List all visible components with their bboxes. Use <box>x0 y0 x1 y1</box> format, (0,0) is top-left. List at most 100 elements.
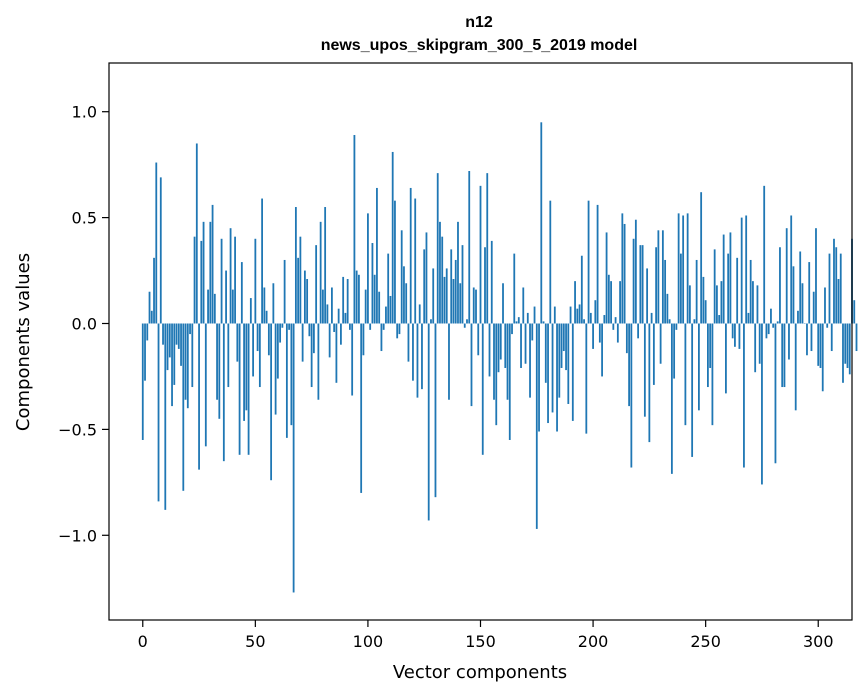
bar-272 <box>754 323 757 373</box>
bar-302 <box>821 323 824 392</box>
bar-73 <box>306 279 309 324</box>
bar-50 <box>254 238 257 324</box>
bar-171 <box>526 312 529 324</box>
bar-266 <box>740 217 743 324</box>
bar-102 <box>371 243 374 324</box>
bar-104 <box>376 187 378 324</box>
bar-125 <box>423 249 426 324</box>
bar-41 <box>234 236 236 324</box>
bar-25 <box>198 323 200 470</box>
bar-6 <box>155 162 158 324</box>
bar-65 <box>288 323 291 330</box>
bar-31 <box>211 204 214 324</box>
bar-190 <box>569 306 572 324</box>
bar-197 <box>585 323 588 434</box>
bar-220 <box>637 323 640 339</box>
bar-14 <box>173 323 176 385</box>
bar-230 <box>659 323 662 364</box>
bar-227 <box>652 323 655 385</box>
bar-314 <box>848 323 851 375</box>
bar-100 <box>367 213 369 324</box>
bar-139 <box>454 259 457 324</box>
bar-304 <box>826 323 829 328</box>
bar-163 <box>508 323 511 440</box>
bar-228 <box>655 247 658 324</box>
bar-128 <box>430 319 432 324</box>
bar-77 <box>315 245 318 324</box>
bar-215 <box>625 323 628 354</box>
bar-165 <box>513 253 516 324</box>
bar-182 <box>551 323 554 413</box>
bar-150 <box>479 185 482 324</box>
bar-205 <box>603 315 606 324</box>
bar-107 <box>382 323 385 330</box>
bar-151 <box>481 323 484 455</box>
bar-255 <box>716 285 718 324</box>
bar-284 <box>781 323 784 388</box>
bar-238 <box>677 213 680 324</box>
bar-297 <box>810 323 813 352</box>
bar-279 <box>770 308 772 324</box>
bar-115 <box>400 230 403 324</box>
bar-89 <box>342 276 345 324</box>
bar-148 <box>475 289 477 324</box>
bar-168 <box>520 323 522 368</box>
bar-58 <box>272 283 275 324</box>
x-tick-label: 50 <box>245 632 265 651</box>
bar-222 <box>641 245 644 324</box>
bar-64 <box>285 323 288 438</box>
x-axis-label: Vector components <box>393 662 567 683</box>
bar-308 <box>835 247 838 324</box>
bar-54 <box>263 287 266 324</box>
bar-246 <box>695 259 698 324</box>
bar-167 <box>517 317 520 324</box>
bar-244 <box>691 323 694 457</box>
bar-217 <box>630 323 633 468</box>
bar-233 <box>666 293 669 324</box>
bar-175 <box>535 323 538 529</box>
bar-60 <box>276 323 279 379</box>
bar-299 <box>815 228 817 324</box>
chart-title: n12 <box>465 14 493 31</box>
bar-101 <box>369 323 372 330</box>
bar-145 <box>468 171 471 324</box>
bar-293 <box>801 283 804 324</box>
bar-188 <box>565 323 567 371</box>
bar-133 <box>441 236 444 324</box>
bar-305 <box>828 253 831 324</box>
bar-13 <box>171 323 173 407</box>
bar-92 <box>349 323 351 330</box>
bar-209 <box>612 323 615 330</box>
bar-277 <box>765 323 768 339</box>
bar-43 <box>238 323 241 455</box>
bar-72 <box>303 270 306 324</box>
bar-242 <box>686 213 689 324</box>
x-tick-label: 150 <box>465 632 496 651</box>
bar-109 <box>387 253 390 324</box>
bar-140 <box>457 221 459 324</box>
bar-157 <box>495 323 498 426</box>
bar-213 <box>621 213 624 324</box>
bar-270 <box>749 259 752 324</box>
bar-237 <box>675 323 678 330</box>
bar-56 <box>267 323 270 356</box>
bar-121 <box>414 198 417 324</box>
bar-212 <box>619 281 621 324</box>
bar-161 <box>504 323 507 368</box>
bar-71 <box>301 323 304 362</box>
bar-59 <box>274 323 277 415</box>
bar-178 <box>542 321 545 324</box>
bar-20 <box>186 323 189 409</box>
bar-160 <box>502 283 504 324</box>
bar-156 <box>493 323 495 400</box>
bar-15 <box>175 323 178 345</box>
bar-247 <box>698 323 700 411</box>
bar-144 <box>466 319 468 324</box>
y-tick-label: 0.0 <box>72 314 97 333</box>
bar-91 <box>346 279 349 324</box>
bar-23 <box>193 236 196 324</box>
bar-86 <box>335 323 338 383</box>
bar-12 <box>168 323 171 358</box>
bar-82 <box>326 304 329 324</box>
bar-184 <box>556 323 558 432</box>
